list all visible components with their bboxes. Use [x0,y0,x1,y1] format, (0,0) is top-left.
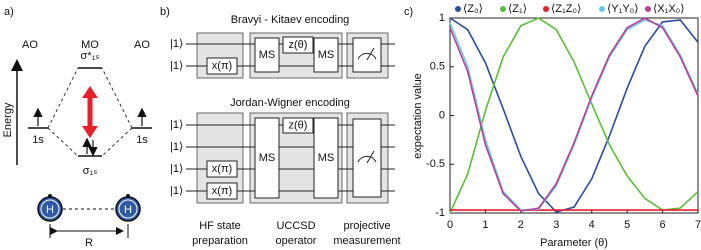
y-tick-label: -1 [435,207,445,219]
x-tick-label: 1 [482,219,488,231]
y-tick-label: 0.5 [430,61,445,73]
panel-c: c) Parameter (θ) expectation value -1 -0.… [404,3,701,249]
gate-label: x(π) [212,163,232,175]
meter-needle [366,150,375,164]
gate-label: MS [318,49,335,61]
stage-label: preparation [192,235,248,247]
transition-arrowheads [82,86,98,138]
panel-label: c) [404,6,413,18]
gate [313,37,339,73]
legend-swatch [500,6,506,12]
x-tick-label: 2 [518,219,524,231]
legend-label: ⟨Y₁Y₀⟩ [607,3,639,15]
correlation-lines [47,67,133,157]
gate-label: MS [318,152,335,164]
ao-label: AO [22,39,38,51]
y-tick-label: -0.5 [426,158,445,170]
electron-dot [48,194,52,198]
legend-label: ⟨Z₁Z₀⟩ [551,3,581,15]
panel-label: a) [4,6,14,18]
circuit-title: Jordan-Wigner encoding [230,97,350,109]
atom-label: H [46,204,54,216]
series-line [449,17,699,212]
panel-label: b) [160,6,170,18]
qubit-input: |1⟩ [170,119,183,131]
energy-label: Energy [2,102,14,137]
panel-a: a) AO MO AO Energy 1s 1s σ*₁ₛ σ₁ₛ H H R [2,6,152,249]
qubit-input: |1⟩ [170,163,183,175]
legend-label: ⟨Z₀⟩ [463,3,483,15]
gate-label: x(π) [212,60,232,72]
gate [282,117,314,134]
x-axis-label: Parameter (θ) [540,237,608,249]
meter-dial [357,155,377,163]
y-tick-label: 1 [439,12,445,24]
orbital-label: σ*₁ₛ [81,50,100,62]
y-axis-label: expectation value [412,73,424,159]
x-tick-label: 3 [553,219,559,231]
gate-label: x(π) [212,185,232,197]
series-line [449,17,699,213]
gate [254,37,280,73]
orbital-label: 1s [136,134,148,146]
qubit-input: |1⟩ [170,185,183,197]
gate-label: z(θ) [289,39,308,51]
distance-label: R [85,237,93,249]
stage-label: HF state [199,220,241,232]
plot-frame [449,17,699,214]
orbital-label: 1s [32,134,44,146]
y-tick-label: 0 [439,109,445,121]
x-tick-label: 0 [447,219,453,231]
circuit-title: Bravyi - Kitaev encoding [231,14,350,26]
atom-label: H [124,204,132,216]
mo-label: MO [81,39,99,51]
legend-swatch [543,6,549,12]
atom-ring [118,199,138,219]
x-tick-label: 4 [589,219,595,231]
series-line [449,17,699,214]
stage-label: operator [276,235,317,247]
electron-dot [126,194,130,198]
gate [206,57,238,75]
legend-swatch [455,6,461,12]
qubit-input: |1⟩ [170,38,183,50]
x-tick-label: 6 [660,219,666,231]
ao-label: AO [134,39,150,51]
gate [254,117,280,199]
qubit-input: |1⟩ [170,141,183,153]
meter-dial [357,52,377,60]
series-line [449,19,699,211]
atom-ring [40,199,60,219]
legend-label: ⟨Z₁⟩ [508,3,527,15]
stage-label: measurement [333,235,400,247]
x-tick-label: 7 [695,219,701,231]
legend-swatch [645,6,651,12]
gate-label: MS [259,152,276,164]
legend-swatch [599,6,605,12]
gate-label: MS [259,49,276,61]
measurement [352,118,382,198]
orbital-label: σ₁ₛ [83,165,98,177]
meter-needle [366,47,375,61]
qubit-input: |1⟩ [170,60,183,72]
legend-label: ⟨X₁X₀⟩ [653,3,685,15]
gate-label: z(θ) [289,119,308,131]
gate [282,36,314,54]
measurement [352,37,382,73]
gate [313,117,339,199]
gate [206,160,238,178]
gate [206,182,238,200]
stage-label: projective [343,220,390,232]
stage-label: UCCSD [276,220,315,232]
x-tick-label: 5 [624,219,630,231]
panel-b: b) Bravyi - Kitaev encoding Jordan-Wigne… [160,6,401,247]
